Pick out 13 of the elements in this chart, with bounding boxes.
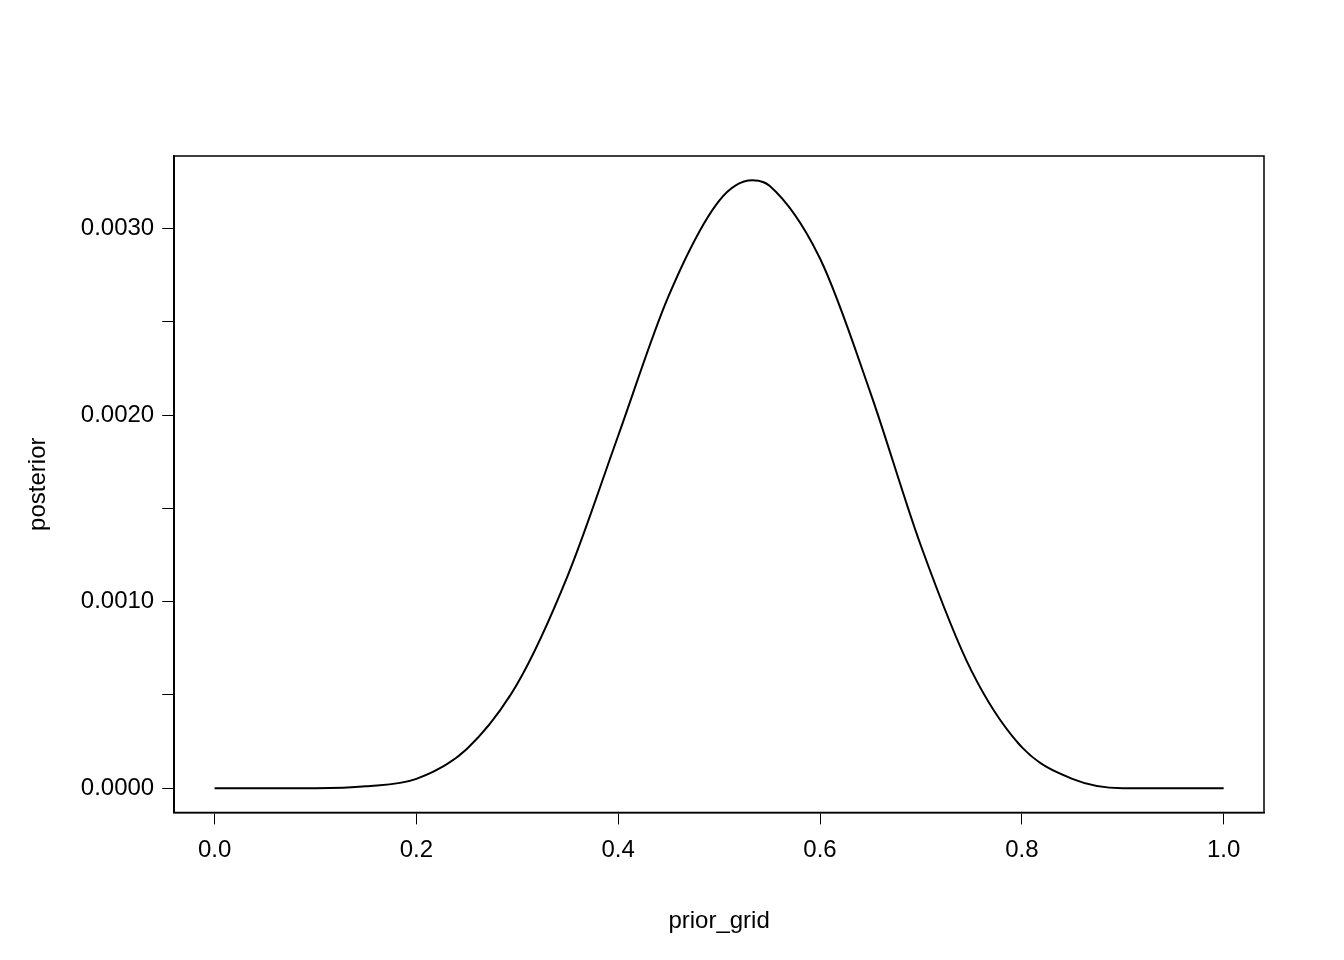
y-tick-label: 0.0000: [80, 772, 155, 800]
x-tick-label: 0.2: [399, 835, 434, 863]
y-tick-label: 0.0020: [80, 399, 155, 427]
x-tick-label: 0.4: [601, 835, 635, 863]
line-series: [213, 179, 1225, 790]
x-tick-label: 1.0: [1206, 835, 1241, 863]
x-axis-title: prior_grid: [668, 906, 770, 934]
x-tick-label: 0.0: [197, 835, 232, 863]
y-tick-label: 0.0030: [80, 213, 155, 241]
x-tick-label: 0.6: [803, 835, 837, 863]
x-tick-label: 0.8: [1005, 835, 1039, 863]
y-tick-label: 0.0010: [80, 586, 155, 614]
y-axis-title: posterior: [23, 437, 51, 531]
